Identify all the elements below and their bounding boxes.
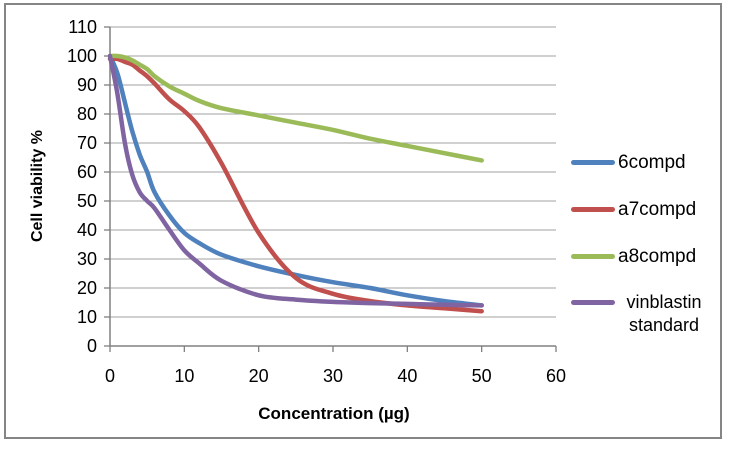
y-tick-label: 30 (77, 249, 97, 269)
legend-item-a7compd: a7compd (571, 186, 721, 233)
legend-item-a8compd: a8compd (571, 233, 721, 280)
x-axis-title: Concentration (µg) (258, 404, 410, 423)
y-tick-label: 10 (77, 307, 97, 327)
y-tick-label: 0 (87, 336, 97, 356)
x-tick-label: 40 (397, 366, 417, 386)
x-tick-label: 30 (323, 366, 343, 386)
legend-swatch-6compd (571, 160, 615, 165)
legend-item-vinblastin-standard: vinblastin standard (571, 280, 721, 337)
y-tick-label: 110 (68, 17, 97, 37)
y-tick-label: 70 (77, 133, 97, 153)
y-tick-label: 20 (77, 278, 97, 298)
y-tick-label: 60 (77, 162, 97, 182)
series-line-6compd (107, 53, 484, 308)
x-tick-label: 10 (174, 366, 194, 386)
y-tick-label: 90 (77, 75, 97, 95)
x-tick-label: 50 (472, 366, 492, 386)
legend-label-a8compd: a8compd (618, 246, 697, 267)
legend-item-6compd: 6compd (571, 139, 721, 186)
legend-swatch-a7compd (571, 207, 615, 212)
x-tick-label: 20 (249, 366, 269, 386)
legend-swatch-a8compd (571, 254, 615, 259)
y-axis-title: Cell viability % (29, 129, 46, 243)
x-tick-label: 0 (105, 366, 115, 386)
x-tick-label: 60 (546, 366, 566, 386)
legend-label-a7compd: a7compd (618, 199, 697, 220)
y-tick-label: 50 (77, 191, 97, 211)
chart-outer-frame (4, 3, 722, 439)
y-tick-label: 40 (77, 220, 97, 240)
series-line-vinblastin-standard (107, 53, 484, 308)
legend: 6compd a7compd a8compd vinblastin standa… (571, 139, 721, 337)
y-tick-label: 100 (67, 46, 97, 66)
legend-label-6compd: 6compd (618, 152, 686, 173)
y-tick-label: 80 (77, 104, 97, 124)
series-line-a8compd (107, 53, 484, 163)
legend-label-vinblastin-standard: vinblastin standard (626, 292, 702, 335)
legend-swatch-vinblastin-standard (571, 300, 615, 305)
